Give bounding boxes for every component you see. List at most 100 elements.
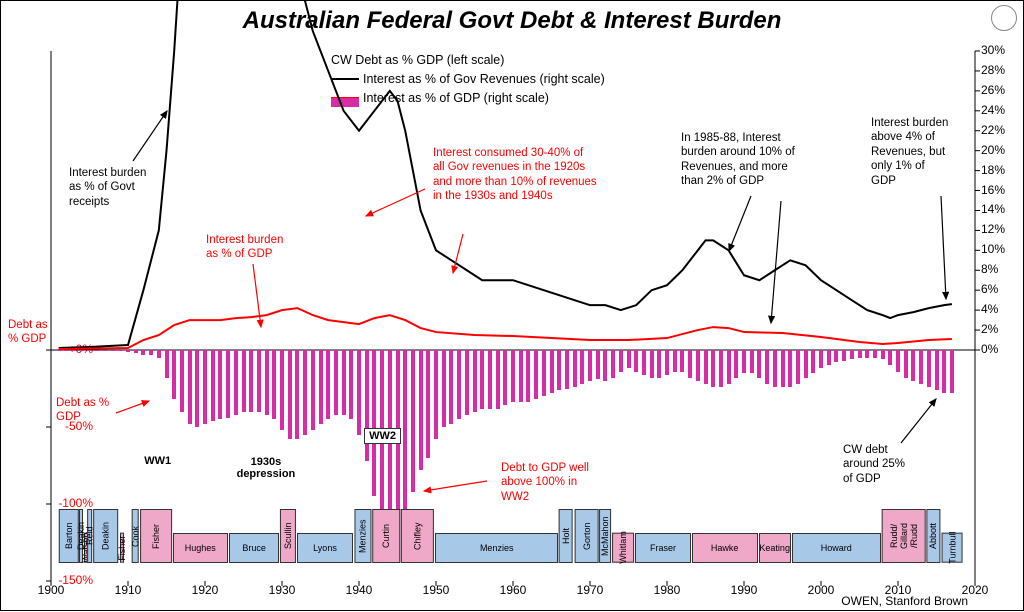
debt-bar bbox=[811, 350, 815, 373]
debt-bar bbox=[195, 350, 199, 427]
pm-block: Hughes bbox=[173, 533, 228, 563]
pm-block: Howard bbox=[792, 533, 881, 563]
pm-block: Whitlam bbox=[612, 533, 634, 563]
legend-label: CW Debt as % GDP (left scale) bbox=[331, 53, 504, 67]
annotation: CW debt around 25% of GDP bbox=[843, 443, 905, 486]
debt-bar bbox=[950, 350, 954, 393]
right-tick: 10% bbox=[981, 242, 1005, 256]
debt-bar bbox=[603, 350, 607, 381]
debt-bar bbox=[781, 350, 785, 387]
debt-bar bbox=[904, 350, 908, 378]
debt-bar bbox=[796, 350, 800, 384]
debt-bar bbox=[480, 350, 484, 409]
debt-bar bbox=[865, 350, 869, 358]
x-tick: 2020 bbox=[962, 583, 989, 597]
right-tick: 16% bbox=[981, 183, 1005, 197]
right-tick: 2% bbox=[981, 322, 998, 336]
debt-bar bbox=[126, 350, 130, 352]
x-tick: 1940 bbox=[346, 583, 373, 597]
debt-bar bbox=[650, 350, 654, 378]
debt-bar bbox=[473, 350, 477, 412]
debt-bar bbox=[165, 350, 169, 378]
pm-block: Deakin bbox=[93, 509, 118, 563]
debt-bar bbox=[188, 350, 192, 424]
debt-bar bbox=[557, 350, 561, 390]
pm-block: Lyons bbox=[297, 533, 352, 563]
debt-bar bbox=[742, 350, 746, 373]
debt-bar bbox=[819, 350, 823, 368]
debt-bar bbox=[64, 350, 68, 351]
debt-bar bbox=[511, 350, 515, 402]
debt-bar bbox=[680, 350, 684, 372]
right-tick: 24% bbox=[981, 103, 1005, 117]
debt-bar bbox=[295, 350, 299, 439]
debt-bar bbox=[834, 350, 838, 362]
pm-block: Fisher bbox=[140, 509, 172, 563]
left-tick: +0% bbox=[53, 342, 93, 356]
pm-block: Holt bbox=[559, 509, 573, 563]
pm-block: Keating bbox=[759, 533, 791, 563]
debt-bar bbox=[657, 350, 661, 378]
debt-bar bbox=[911, 350, 915, 381]
right-tick: 20% bbox=[981, 143, 1005, 157]
debt-bar bbox=[665, 350, 669, 375]
debt-bar bbox=[242, 350, 246, 412]
debt-bar bbox=[349, 350, 353, 419]
debt-bar bbox=[704, 350, 708, 384]
x-tick: 1910 bbox=[115, 583, 142, 597]
pm-block: Cook bbox=[132, 509, 139, 563]
annotation: Interest burden as % of GDP bbox=[206, 233, 283, 262]
left-tick: -150% bbox=[53, 573, 93, 587]
debt-bar bbox=[265, 350, 269, 415]
debt-bar bbox=[503, 350, 507, 405]
debt-bar bbox=[157, 350, 161, 358]
debt-bar bbox=[734, 350, 738, 378]
right-tick: 18% bbox=[981, 163, 1005, 177]
x-tick: 1980 bbox=[654, 583, 681, 597]
pm-block: Fraser bbox=[635, 533, 690, 563]
annotation: Debt as % GDP bbox=[56, 396, 109, 425]
debt-bar bbox=[218, 350, 222, 419]
right-tick: 26% bbox=[981, 83, 1005, 97]
debt-bar bbox=[372, 350, 376, 496]
debt-bar bbox=[765, 350, 769, 384]
x-tick: 2000 bbox=[808, 583, 835, 597]
pm-block: Reid bbox=[87, 509, 92, 563]
debt-bar bbox=[419, 350, 423, 470]
debt-bar bbox=[365, 350, 369, 461]
legend-label: Interest as % of GDP (right scale) bbox=[363, 91, 549, 105]
debt-bar bbox=[719, 350, 723, 387]
right-tick: 28% bbox=[981, 63, 1005, 77]
debt-bar bbox=[727, 350, 731, 384]
debt-bar bbox=[634, 350, 638, 372]
debt-bar bbox=[280, 350, 284, 430]
x-tick: 1920 bbox=[192, 583, 219, 597]
debt-bar bbox=[827, 350, 831, 365]
debt-bar bbox=[426, 350, 430, 458]
debt-bar bbox=[534, 350, 538, 399]
annotation: In 1985-88, Interest burden around 10% o… bbox=[681, 131, 795, 189]
debt-bar bbox=[257, 350, 261, 412]
historical-label: 1930s depression bbox=[237, 456, 296, 480]
annotation: Interest consumed 30-40% of all Gov reve… bbox=[433, 146, 597, 204]
right-tick: 22% bbox=[981, 123, 1005, 137]
x-tick: 1990 bbox=[731, 583, 758, 597]
debt-bar bbox=[303, 350, 307, 435]
debt-bar bbox=[103, 350, 107, 351]
pm-block: Bruce bbox=[229, 533, 280, 563]
debt-bar bbox=[496, 350, 500, 409]
pm-block: Hawke bbox=[692, 533, 758, 563]
debt-bar bbox=[788, 350, 792, 387]
debt-bar bbox=[149, 350, 153, 355]
debt-bar bbox=[203, 350, 207, 424]
debt-bar bbox=[288, 350, 292, 439]
debt-bar bbox=[442, 350, 446, 427]
debt-bar bbox=[357, 350, 361, 435]
pm-block: Menzies bbox=[435, 533, 558, 563]
pm-block: Rudd/ Gillard /Rudd bbox=[882, 509, 926, 563]
x-tick: 1950 bbox=[423, 583, 450, 597]
debt-bar bbox=[449, 350, 453, 424]
debt-bar bbox=[234, 350, 238, 415]
debt-bar bbox=[919, 350, 923, 384]
debt-bar bbox=[757, 350, 761, 378]
